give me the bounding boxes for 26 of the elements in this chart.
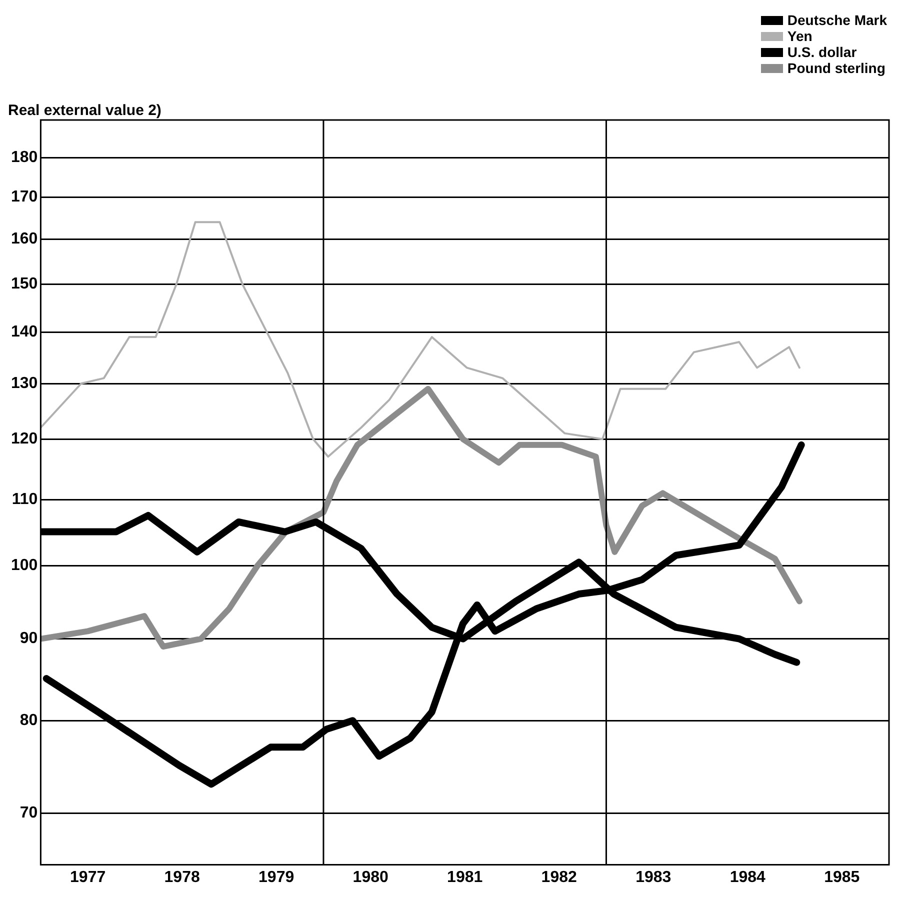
y-tick-label: 110 [12, 490, 38, 508]
y-tick-label: 120 [10, 430, 38, 448]
x-tick-label: 1982 [541, 868, 577, 886]
x-tick-label: 1980 [352, 868, 388, 886]
y-tick-label: 100 [10, 557, 38, 574]
x-tick-label: 1979 [258, 868, 294, 886]
legend-label: Deutsche Mark [787, 12, 887, 28]
y-tick-label: 150 [10, 276, 38, 293]
y-tick-label: 180 [10, 148, 38, 166]
y-tick-label: 170 [10, 188, 38, 206]
x-tick-label: 1985 [824, 868, 860, 886]
x-tick-label: 1981 [447, 868, 483, 886]
y-tick-label: 70 [20, 804, 38, 822]
y-tick-label: 90 [20, 630, 38, 648]
legend-label: U.S. dollar [787, 44, 857, 60]
y-tick-label: 140 [10, 323, 38, 340]
legend-label: Pound sterling [787, 60, 886, 76]
x-tick-label: 1984 [730, 868, 766, 886]
x-tick-label: 1983 [636, 868, 672, 886]
chart-title: Real external value 2) [8, 102, 162, 120]
legend-label: Yen [787, 28, 812, 44]
x-tick-label: 1977 [70, 868, 106, 886]
y-tick-label: 130 [10, 374, 38, 392]
y-tick-label: 80 [20, 712, 38, 730]
x-tick-label: 1978 [164, 868, 200, 886]
y-tick-label: 160 [10, 230, 38, 248]
